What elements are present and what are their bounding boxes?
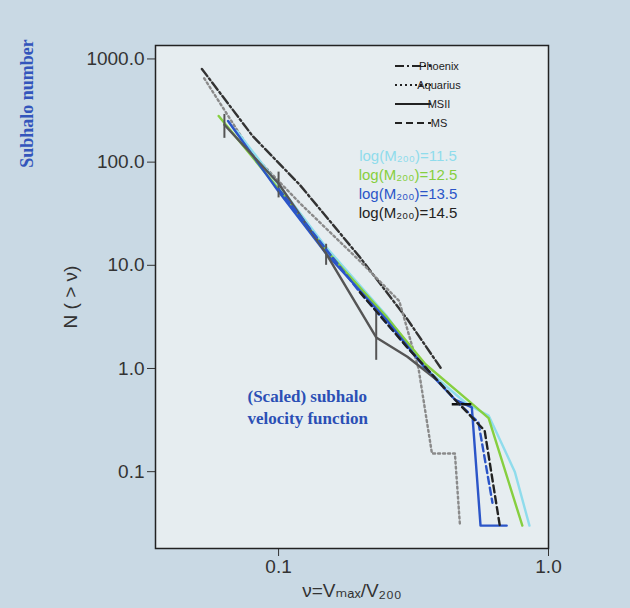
svg-text:MS: MS [431,117,448,129]
svg-text:0.1: 0.1 [265,556,291,577]
svg-text:Subhalo number: Subhalo number [17,39,37,168]
svg-text:(Scaled) subhalovelocity funct: (Scaled) subhalovelocity function [248,387,369,427]
svg-text:1.0: 1.0 [118,358,144,379]
svg-text:log(M₂₀₀)=12.5: log(M₂₀₀)=12.5 [359,166,458,183]
svg-text:10.0: 10.0 [108,254,145,275]
svg-text:N ( > ν): N ( > ν) [60,266,81,329]
svg-text:Phoenix: Phoenix [419,60,459,72]
svg-text:1.0: 1.0 [535,556,561,577]
svg-text:ν=Vₘₐₓ/V₂₀₀: ν=Vₘₐₓ/V₂₀₀ [302,580,402,601]
svg-text:log(M₂₀₀)=13.5: log(M₂₀₀)=13.5 [359,185,458,202]
svg-text:0.1: 0.1 [118,461,144,482]
svg-text:log(M₂₀₀)=14.5: log(M₂₀₀)=14.5 [359,204,458,221]
svg-text:log(M₂₀₀)=11.5: log(M₂₀₀)=11.5 [359,147,457,164]
svg-text:100.0: 100.0 [97,151,145,172]
svg-text:1000.0: 1000.0 [86,48,144,69]
svg-text:Aquarius: Aquarius [417,79,461,91]
svg-text:MSII: MSII [428,98,451,110]
